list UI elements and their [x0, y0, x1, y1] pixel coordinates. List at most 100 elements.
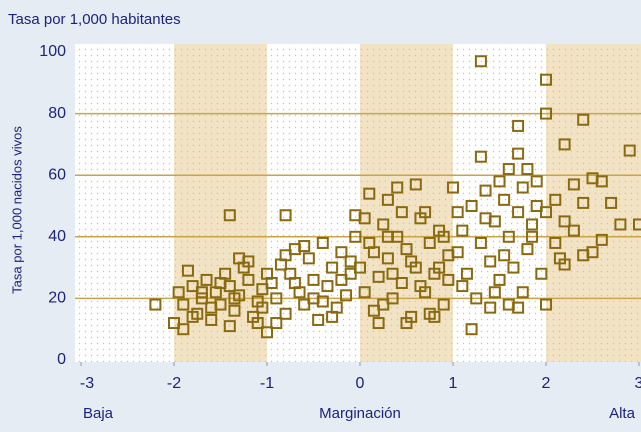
point — [400, 317, 413, 330]
point — [205, 313, 218, 326]
point — [307, 273, 320, 286]
point — [474, 55, 487, 68]
point — [242, 273, 255, 286]
point — [214, 277, 227, 289]
point — [344, 255, 357, 268]
point — [409, 178, 422, 191]
point — [633, 218, 641, 231]
point — [447, 181, 459, 194]
point — [316, 236, 329, 249]
point — [488, 286, 501, 299]
point — [168, 317, 180, 330]
point — [605, 196, 618, 209]
point — [298, 240, 311, 253]
point — [540, 206, 552, 219]
subtitle: Tasa por 1,000 habitantes — [8, 11, 181, 28]
x-tick-label: 0 — [356, 375, 365, 392]
point — [577, 196, 590, 209]
point — [405, 255, 418, 268]
point — [526, 218, 539, 231]
point — [381, 193, 394, 206]
x-tick-label: -2 — [167, 375, 181, 392]
point — [433, 261, 446, 274]
point — [367, 304, 380, 317]
y-tick-label: 0 — [57, 351, 66, 368]
point — [321, 280, 334, 293]
point — [567, 178, 580, 191]
point — [577, 113, 590, 126]
point — [200, 273, 213, 286]
point — [479, 212, 492, 225]
point — [172, 286, 185, 299]
point — [186, 310, 199, 323]
point — [586, 246, 599, 259]
point — [479, 184, 492, 197]
point — [470, 292, 483, 305]
point — [502, 163, 515, 176]
point — [340, 289, 353, 302]
point — [195, 292, 208, 305]
point — [386, 292, 399, 305]
point — [377, 298, 390, 311]
point — [261, 326, 273, 339]
point — [358, 212, 371, 225]
band-dots — [546, 44, 641, 362]
point — [437, 298, 450, 311]
x-tick-label: 1 — [449, 375, 458, 392]
point — [302, 252, 315, 265]
band-dots — [360, 44, 453, 362]
point — [465, 323, 478, 336]
point — [335, 273, 348, 286]
point — [279, 249, 292, 262]
x-low-label: Baja — [83, 405, 114, 422]
point — [498, 249, 511, 262]
x-tick-label: 2 — [542, 375, 551, 392]
point — [507, 261, 520, 274]
point — [558, 215, 571, 228]
x-axis-label: Marginación — [319, 405, 401, 422]
point — [549, 236, 562, 249]
point — [549, 193, 562, 206]
point — [423, 307, 436, 320]
point — [595, 175, 608, 188]
y-tick-label: 40 — [48, 228, 66, 245]
point — [363, 187, 376, 200]
point — [270, 317, 283, 330]
point — [228, 304, 241, 317]
point — [177, 323, 190, 336]
point — [149, 298, 162, 311]
point — [181, 264, 194, 277]
point — [205, 301, 218, 314]
point — [223, 320, 236, 333]
point — [460, 267, 473, 280]
point — [307, 292, 320, 305]
point — [493, 273, 506, 286]
point — [567, 224, 580, 237]
y-tick-label: 100 — [39, 43, 66, 60]
point — [372, 270, 385, 283]
point — [298, 298, 311, 311]
point — [484, 301, 497, 314]
point — [456, 224, 469, 237]
point — [516, 286, 529, 299]
point — [451, 206, 464, 219]
point — [326, 261, 339, 274]
point — [437, 230, 450, 243]
x-tick-label: -3 — [80, 375, 94, 392]
point — [279, 307, 292, 320]
point — [498, 193, 511, 206]
point — [195, 286, 208, 299]
point — [251, 317, 264, 330]
point — [623, 144, 636, 157]
point — [521, 243, 534, 256]
y-tick-label: 20 — [48, 290, 66, 307]
point — [186, 280, 199, 293]
point — [512, 206, 525, 219]
point — [358, 286, 371, 299]
x-tick-label: 3 — [635, 375, 641, 392]
point — [381, 252, 394, 265]
point — [349, 230, 362, 243]
x-high-label: Alta — [609, 405, 636, 422]
point — [242, 255, 255, 268]
